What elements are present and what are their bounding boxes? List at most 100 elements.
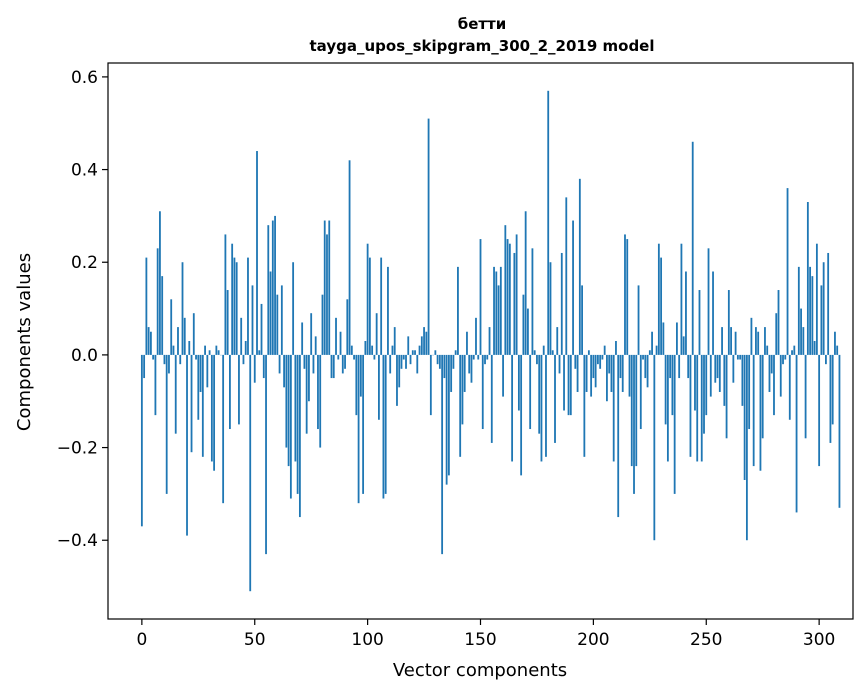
bar [398, 354, 401, 388]
bar [409, 354, 412, 365]
bar [563, 354, 565, 411]
bar [831, 354, 834, 425]
bar [161, 276, 164, 355]
bar [276, 294, 279, 355]
y-tick-label: 0.6 [71, 68, 98, 88]
bar [384, 354, 387, 494]
bar [355, 354, 358, 416]
bar [283, 354, 285, 388]
x-tick-label: 50 [244, 630, 266, 650]
bar [357, 354, 360, 504]
bar [551, 350, 554, 355]
bar [179, 354, 182, 365]
bar [429, 354, 432, 416]
bar [685, 271, 687, 355]
bar [766, 345, 769, 355]
bar [407, 336, 410, 355]
bar [280, 285, 283, 355]
bar [364, 341, 367, 355]
bar [459, 354, 462, 457]
x-tick-label: 300 [803, 630, 835, 650]
bar [608, 354, 611, 374]
bar [825, 354, 827, 365]
bar [287, 354, 290, 467]
bar [502, 354, 504, 397]
bar [382, 354, 385, 499]
bar [691, 141, 694, 355]
bar [418, 345, 421, 355]
bar [472, 354, 475, 360]
bar [594, 354, 597, 388]
bar [653, 354, 656, 541]
bar [782, 354, 784, 365]
bar [687, 354, 690, 379]
bar [416, 354, 419, 374]
bar [696, 354, 699, 462]
bar [524, 211, 527, 355]
bar [344, 354, 346, 369]
bar [224, 234, 227, 355]
bar [303, 354, 306, 369]
bar [513, 252, 516, 355]
bar [752, 354, 755, 467]
bar [317, 354, 319, 430]
bar [547, 90, 550, 355]
bar [305, 354, 308, 434]
bar [606, 354, 608, 402]
bar [296, 354, 299, 494]
x-tick-label: 200 [577, 630, 609, 650]
bar [759, 354, 762, 471]
bar [147, 327, 150, 355]
bar [348, 160, 351, 355]
bar [610, 354, 613, 392]
bar [495, 271, 498, 355]
bar [499, 266, 502, 355]
bar [565, 197, 568, 355]
bar [795, 354, 798, 513]
bar [601, 354, 604, 360]
bar [834, 331, 836, 355]
bar [188, 341, 191, 355]
bar [648, 350, 651, 355]
bar [813, 341, 816, 355]
bar [820, 285, 823, 355]
bar [362, 354, 365, 494]
bar [310, 313, 313, 355]
bar [572, 220, 574, 355]
bar [755, 327, 757, 355]
bar [585, 354, 588, 392]
bar [560, 252, 563, 355]
bar [646, 354, 649, 388]
bar [621, 354, 624, 392]
bar [718, 354, 721, 392]
y-tick-label: 0.2 [71, 253, 98, 273]
bar [712, 271, 714, 355]
bar [438, 354, 441, 369]
bar [698, 290, 701, 355]
bar [791, 350, 793, 355]
bar [165, 354, 168, 494]
bar [497, 285, 500, 355]
bar [396, 354, 398, 406]
bar [450, 354, 453, 392]
bar [764, 327, 766, 355]
bar [583, 354, 586, 457]
bar [201, 354, 204, 457]
bar [301, 322, 304, 355]
bar [725, 354, 728, 439]
bar [741, 354, 744, 406]
bar [235, 262, 238, 355]
bar [454, 350, 457, 355]
bar [156, 248, 159, 355]
bar [486, 354, 489, 360]
bar [199, 354, 202, 392]
bar [777, 290, 780, 355]
bar [154, 354, 157, 416]
bar [743, 354, 746, 480]
bar [797, 266, 800, 355]
bar [222, 354, 225, 504]
bar [542, 345, 545, 355]
bar [673, 354, 676, 494]
bar [739, 354, 742, 360]
bar [466, 331, 468, 355]
